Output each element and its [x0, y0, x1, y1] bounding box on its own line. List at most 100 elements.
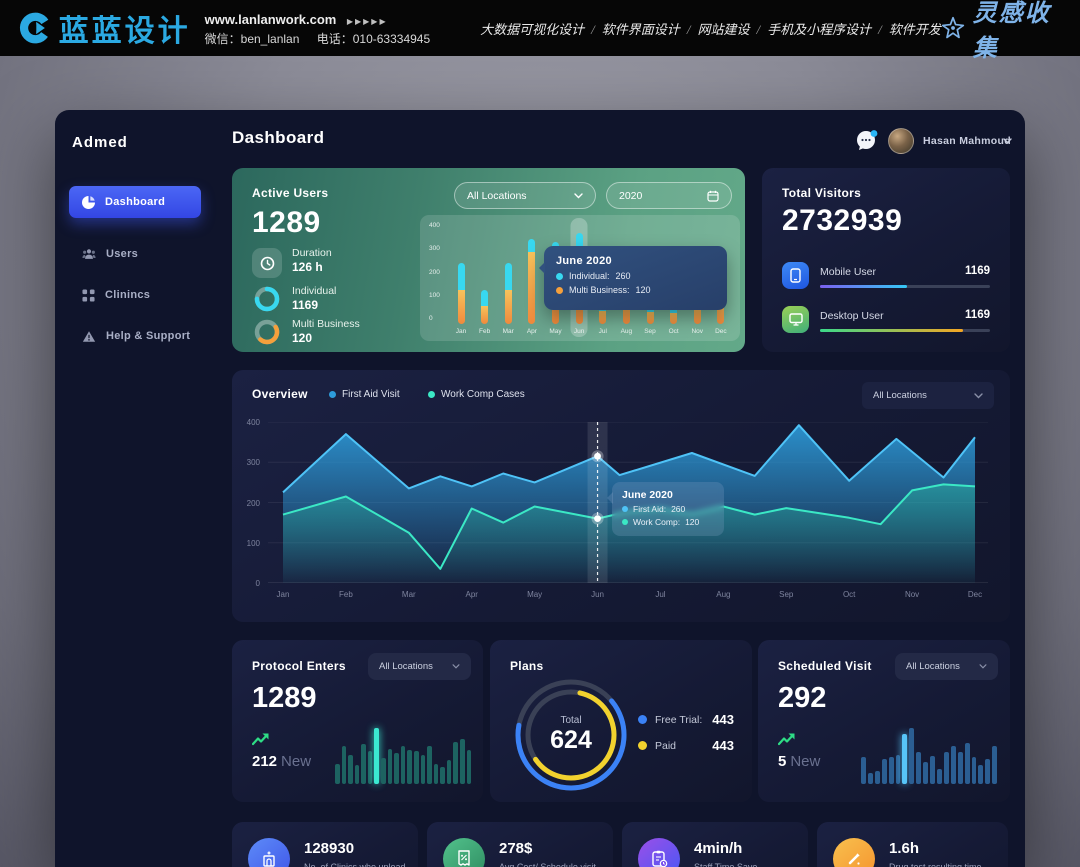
active-users-title: Active Users	[252, 186, 329, 200]
scheduled-title: Scheduled Visit	[778, 659, 872, 673]
x-tick: Sep	[779, 590, 794, 599]
messages-button[interactable]	[855, 129, 879, 153]
lanlan-logo-icon[interactable]	[18, 8, 53, 48]
mini-bar	[902, 733, 908, 784]
protocol-mini-bar-chart[interactable]	[335, 726, 472, 784]
banner-phone: 电话：010-63334945	[316, 31, 431, 46]
sidebar-item-users[interactable]: Users	[69, 238, 201, 270]
stacked-bar	[457, 262, 465, 324]
x-tick: Aug	[716, 590, 731, 599]
overview-tooltip: June 2020 First Aid: 260 Work Comp: 120	[607, 482, 724, 536]
stat-value: 126 h	[292, 260, 323, 274]
scheduled-value: 292	[778, 682, 827, 714]
overview-title: Overview	[252, 387, 308, 401]
nav-separator: /	[756, 21, 761, 37]
mini-bar	[420, 755, 426, 784]
delta-label: New	[790, 753, 821, 770]
collect-label: 灵感收集	[972, 1, 1051, 62]
mini-bar	[394, 752, 399, 784]
mini-bar	[459, 738, 465, 784]
banner-nav-item[interactable]: 软件界面设计	[601, 21, 680, 37]
sidebar-item-clinics[interactable]: Clinincs	[69, 279, 201, 311]
banner-website[interactable]: www.lanlanwork.com	[204, 11, 337, 27]
banner-nav-item[interactable]: 软件开发	[888, 21, 941, 37]
sidebar-item-label: Clinincs	[105, 289, 151, 301]
chevron-down-icon	[574, 192, 583, 198]
mobile-user-label: Mobile User	[820, 266, 877, 278]
scheduled-mini-bar-chart[interactable]	[861, 726, 998, 784]
dashboard-panel: Admed Dashboard Users	[55, 110, 1025, 867]
mini-bar	[936, 769, 942, 784]
legend-label: Paid	[655, 739, 677, 752]
protocol-value: 1289	[252, 682, 317, 714]
mini-bar	[433, 763, 439, 784]
mini-bar	[923, 761, 929, 784]
protocol-title: Protocol Enters	[252, 659, 346, 673]
sidebar-item-dashboard[interactable]: Dashboard	[69, 186, 201, 218]
avatar[interactable]	[888, 128, 914, 154]
kpi-value: 4min/h	[694, 840, 743, 857]
x-tick: Feb	[339, 590, 353, 599]
mini-bar	[413, 751, 419, 784]
mini-bar	[895, 754, 901, 784]
x-tick: Nov	[691, 328, 704, 335]
active-users-location-dropdown[interactable]: All Locations	[454, 182, 596, 209]
active-users-year-dropdown[interactable]: 2020	[606, 182, 732, 209]
clipboard-clock-icon	[638, 838, 680, 867]
kpi-value: 1.6h	[889, 840, 920, 857]
total-visitors-value: 2732939	[782, 204, 903, 237]
total-visitors-card: Total Visitors 2732939 Mobile User 1169 …	[762, 168, 1010, 352]
scheduled-location-dropdown[interactable]: All Locations	[895, 653, 998, 680]
chevron-down-icon	[452, 664, 460, 669]
stat-label: Duration	[292, 247, 332, 259]
mini-bar	[874, 771, 880, 784]
x-tick: Oct	[842, 590, 856, 599]
mobile-user-value: 1169	[965, 265, 990, 277]
legend-work-comp: Work Comp Cases	[428, 389, 525, 400]
x-tick: Jan	[276, 590, 290, 599]
first-aid-dot	[329, 391, 336, 398]
mini-bar	[964, 742, 970, 784]
total-visitors-title: Total Visitors	[782, 186, 862, 200]
donut-total-label: Total	[560, 715, 582, 726]
banner-nav-item[interactable]: 大数据可视化设计	[480, 21, 585, 37]
location-dropdown-value: All Locations	[873, 390, 927, 401]
x-tick: Jun	[591, 590, 604, 599]
mini-bar	[348, 755, 353, 784]
x-tick: Mar	[401, 590, 416, 599]
user-name: Hasan Mahmoud	[923, 135, 1011, 147]
plans-donut-chart[interactable]	[512, 676, 630, 794]
multi-business-dot	[556, 286, 563, 294]
multi-business-ring-icon	[254, 319, 280, 345]
kpi-label: Drug test resulting time	[889, 862, 982, 867]
active-users-card: Active Users 1289 All Locations 2020	[232, 168, 745, 352]
mobile-progress-track	[820, 285, 990, 288]
brand-name[interactable]: 蓝蓝设计	[58, 15, 191, 48]
overview-location-dropdown[interactable]: All Locations	[862, 382, 994, 409]
y-tick: 400	[429, 222, 440, 229]
nav-separator: /	[878, 21, 882, 37]
sparkle-star-icon	[941, 16, 964, 39]
legend-label: First Aid Visit	[342, 389, 400, 400]
sidebar-item-help[interactable]: Help & Support	[69, 320, 201, 352]
tooltip-value: 260	[615, 271, 631, 281]
legend-label: Work Comp Cases	[441, 389, 525, 400]
protocol-enters-card: Protocol Enters All Locations 1289 212 Ne…	[232, 640, 483, 802]
banner-collect[interactable]: 灵感收集	[941, 0, 1062, 63]
chevron-down-icon[interactable]	[1003, 138, 1012, 144]
banner-nav-item[interactable]: 手机及小程序设计	[767, 21, 872, 37]
overview-card: Overview First Aid Visit Work Comp Cases…	[232, 370, 1010, 622]
mini-bar	[867, 773, 873, 784]
protocol-delta: 212 New	[252, 753, 311, 770]
active-users-tooltip: June 2020 Individual: 260 Multi Business…	[539, 246, 727, 310]
mini-bar	[446, 760, 452, 784]
y-tick: 300	[429, 245, 440, 253]
sidebar-item-label: Users	[106, 248, 139, 260]
protocol-location-dropdown[interactable]: All Locations	[368, 653, 471, 680]
desktop-user-value: 1169	[965, 309, 990, 321]
mini-bar	[387, 748, 393, 784]
banner-nav-item[interactable]: 网站建设	[697, 21, 750, 37]
mini-bar	[943, 751, 949, 784]
stat-label: Individual	[292, 285, 337, 297]
